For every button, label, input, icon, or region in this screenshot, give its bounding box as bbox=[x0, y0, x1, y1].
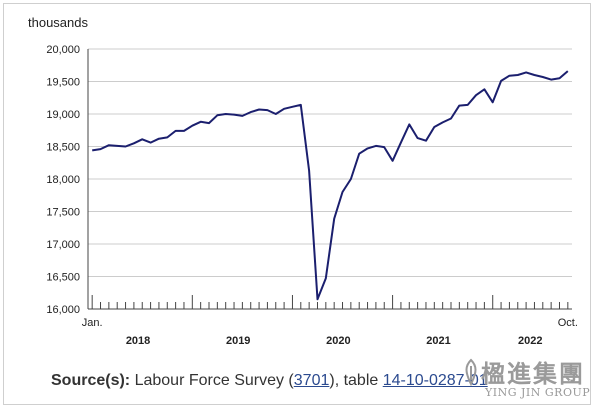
source-text-before: Labour Force Survey ( bbox=[134, 372, 294, 389]
source-line: Source(s): Labour Force Survey (3701), t… bbox=[51, 372, 488, 390]
source-label: Source(s): bbox=[51, 372, 131, 389]
source-text-middle: ), table bbox=[329, 372, 383, 389]
y-tick-label: 17,500 bbox=[46, 207, 80, 219]
survey-link[interactable]: 3701 bbox=[293, 372, 330, 389]
x-year-label: 2020 bbox=[326, 335, 350, 347]
watermark-logo: 楹進集團 YING JIN GROUP bbox=[461, 352, 591, 406]
x-end-label: Oct. bbox=[558, 317, 578, 329]
x-year-label: 2019 bbox=[226, 335, 250, 347]
logo-english-text: YING JIN GROUP bbox=[485, 386, 591, 399]
gridlines bbox=[88, 48, 572, 310]
y-tick-label: 20,000 bbox=[46, 44, 80, 56]
y-tick-label: 18,500 bbox=[46, 142, 80, 154]
y-axis-ticks: 16,000 16,500 17,000 17,500 18,000 18,500 19,0… bbox=[46, 44, 80, 316]
y-tick-label: 16,500 bbox=[46, 272, 80, 284]
logo-mark-icon bbox=[465, 358, 477, 386]
x-start-label: Jan. bbox=[82, 317, 103, 329]
y-tick-label: 17,000 bbox=[46, 239, 80, 251]
x-year-label: 2018 bbox=[126, 335, 150, 347]
series-employment bbox=[92, 70, 569, 301]
logo-chinese-text: 楹進集團 bbox=[481, 359, 585, 388]
y-axis-unit-label: thousands bbox=[28, 15, 88, 30]
series-line bbox=[92, 70, 569, 301]
line-chart: thousands 16,000 16,500 17,000 17,500 18,000… bbox=[28, 15, 578, 347]
table-link[interactable]: 14-10-0287-01 bbox=[382, 372, 488, 389]
y-tick-label: 16,000 bbox=[46, 304, 80, 316]
x-year-label: 2021 bbox=[426, 335, 450, 347]
chart-frame: thousands 16,000 16,500 17,000 17,500 18,000… bbox=[3, 3, 591, 405]
y-tick-label: 18,000 bbox=[46, 174, 80, 186]
y-tick-label: 19,000 bbox=[46, 109, 80, 121]
y-tick-label: 19,500 bbox=[46, 77, 80, 89]
x-axis: Jan. Oct. 2018 2019 2020 2021 2022 bbox=[82, 49, 578, 347]
x-year-label: 2022 bbox=[518, 335, 542, 347]
